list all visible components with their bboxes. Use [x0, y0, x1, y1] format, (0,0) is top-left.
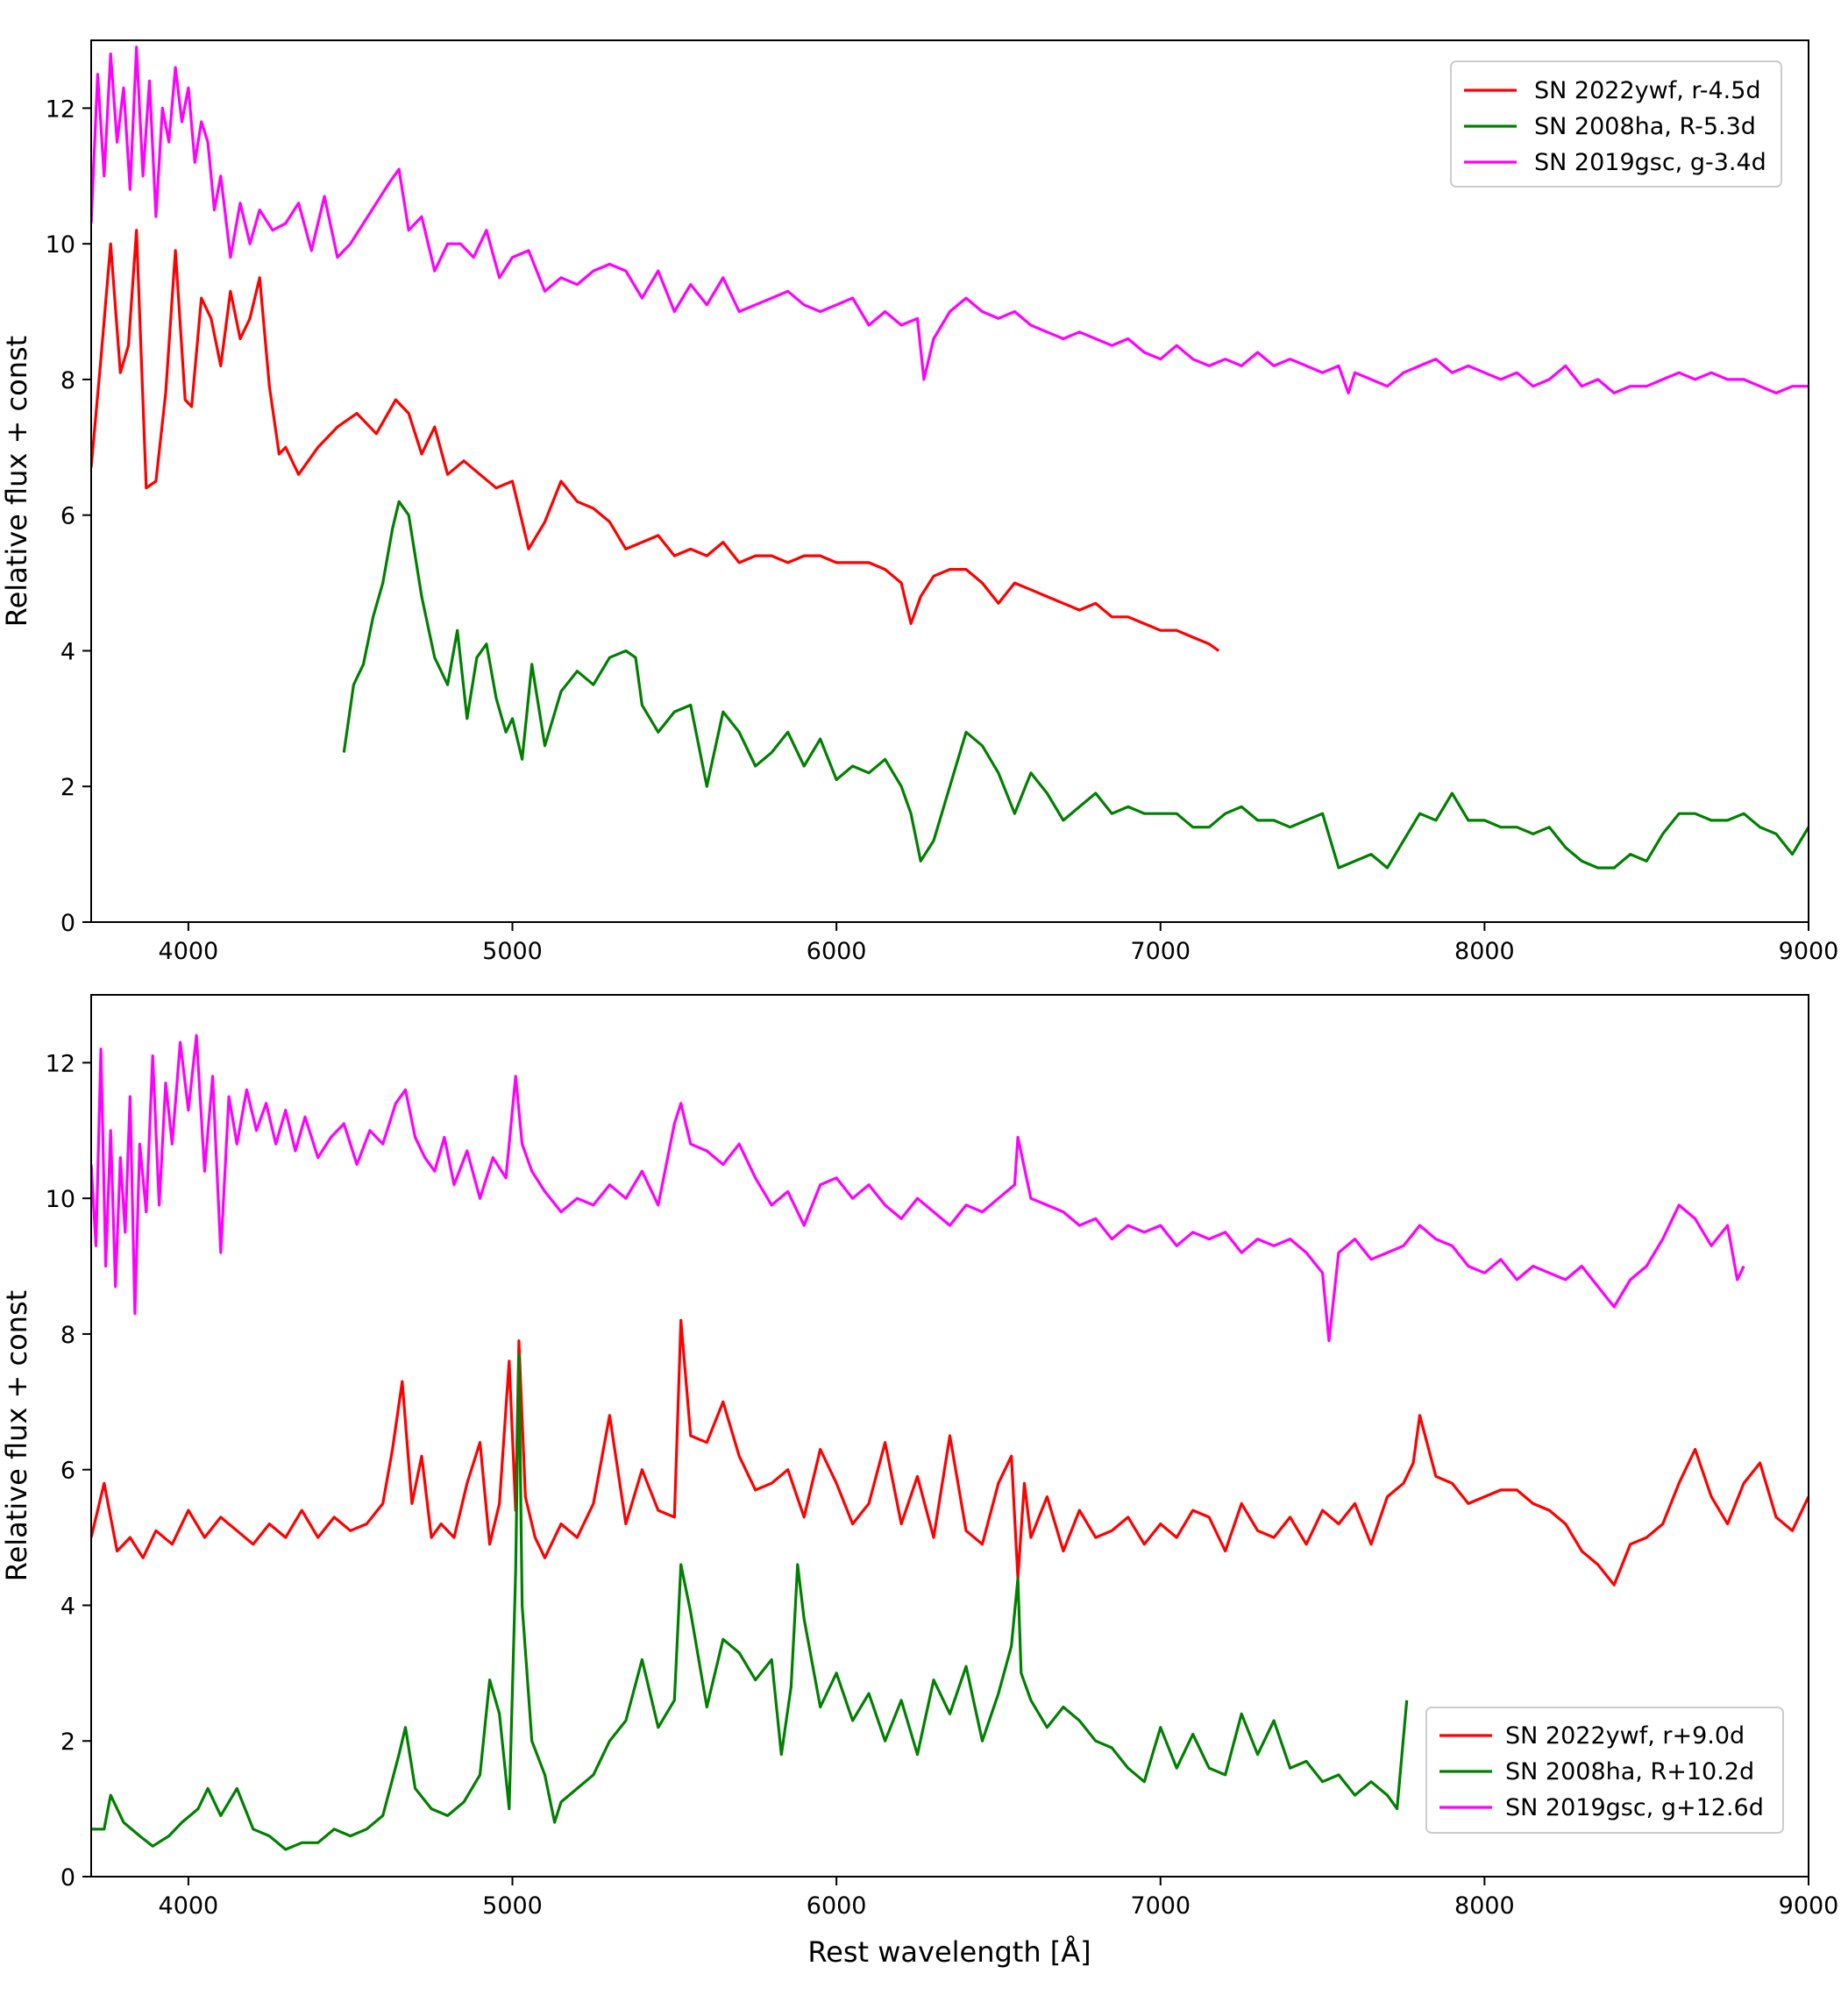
- top-y-tick-label: 2: [60, 774, 75, 801]
- top-x-tick-label: 9000: [1779, 938, 1839, 965]
- bottom-y-tick-label: 10: [46, 1186, 75, 1213]
- bottom-legend-label-0: SN 2022ywf, r+9.0d: [1505, 1722, 1745, 1750]
- bottom-x-tick-label: 9000: [1779, 1892, 1839, 1920]
- top-y-tick-label: 12: [46, 96, 75, 123]
- bottom-panel: 4000 5000 6000 7000 8000 9000 0 2 4 6 8 10 12 Relat…: [0, 994, 1839, 1969]
- bottom-y-axis-title: Relative flux + const: [0, 1290, 33, 1581]
- top-series-sn-2019gsc: [91, 46, 1809, 394]
- top-panel: 4000 5000 6000 7000 8000 9000 0 2 4 6 8 10 12 Relat…: [0, 39, 1839, 965]
- top-legend-label-2: SN 2019gsc, g-3.4d: [1534, 149, 1766, 176]
- top-legend: SN 2022ywf, r-4.5d SN 2008ha, R-5.3d SN …: [1450, 60, 1782, 188]
- bottom-y-tick-label: 2: [60, 1729, 75, 1756]
- bottom-y-tick-label: 4: [60, 1593, 75, 1620]
- bottom-legend-label-2: SN 2019gsc, g+12.6d: [1505, 1794, 1764, 1821]
- bottom-series-sn-2008ha: [91, 1352, 1409, 1851]
- top-y-tick-label: 8: [60, 367, 75, 394]
- top-y-tick-label: 4: [60, 638, 75, 665]
- top-series-sn-2008ha: [342, 500, 1809, 870]
- bottom-x-tick-label: 5000: [482, 1892, 543, 1920]
- bottom-series-sn-2019gsc: [91, 1033, 1745, 1343]
- top-series-group: [91, 46, 1809, 870]
- top-x-ticks: 4000 5000 6000 7000 8000 9000: [159, 922, 1839, 965]
- bottom-y-tick-label: 8: [60, 1322, 75, 1349]
- top-x-tick-label: 5000: [482, 938, 543, 965]
- bottom-x-tick-label: 4000: [159, 1892, 219, 1920]
- bottom-series-sn-2022ywf: [91, 1318, 1809, 1587]
- top-y-axis-title: Relative flux + const: [0, 336, 33, 627]
- top-plot-frame: [90, 39, 1809, 923]
- top-y-tick-label: 6: [60, 503, 75, 530]
- bottom-y-tick-label: 12: [46, 1050, 75, 1077]
- top-legend-label-1: SN 2008ha, R-5.3d: [1534, 113, 1756, 140]
- top-x-tick-label: 6000: [807, 938, 867, 965]
- bottom-legend-label-1: SN 2008ha, R+10.2d: [1505, 1758, 1754, 1785]
- bottom-plot-frame: [90, 994, 1809, 1878]
- top-y-tick-label: 10: [46, 231, 75, 259]
- top-y-tick-label: 0: [60, 910, 75, 937]
- top-x-tick-label: 4000: [159, 938, 219, 965]
- bottom-x-tick-label: 6000: [807, 1892, 867, 1920]
- bottom-y-ticks: 0 2 4 6 8 10 12: [46, 1050, 91, 1892]
- top-legend-box: [1450, 60, 1782, 188]
- bottom-x-tick-label: 8000: [1454, 1892, 1515, 1920]
- top-x-tick-label: 8000: [1454, 938, 1515, 965]
- top-y-ticks: 0 2 4 6 8 10 12: [46, 96, 91, 937]
- top-legend-label-0: SN 2022ywf, r-4.5d: [1534, 77, 1761, 104]
- bottom-legend-box: [1425, 1707, 1784, 1834]
- x-axis-title: Rest wavelength [Å]: [807, 1935, 1091, 1969]
- bottom-y-tick-label: 0: [60, 1864, 75, 1892]
- top-x-tick-label: 7000: [1130, 938, 1191, 965]
- bottom-series-group: [91, 1033, 1809, 1851]
- bottom-x-tick-label: 7000: [1130, 1892, 1191, 1920]
- bottom-y-tick-label: 6: [60, 1458, 75, 1485]
- bottom-x-ticks: 4000 5000 6000 7000 8000 9000: [159, 1877, 1839, 1920]
- bottom-legend: SN 2022ywf, r+9.0d SN 2008ha, R+10.2d SN…: [1425, 1707, 1784, 1834]
- top-series-sn-2022ywf: [91, 229, 1220, 652]
